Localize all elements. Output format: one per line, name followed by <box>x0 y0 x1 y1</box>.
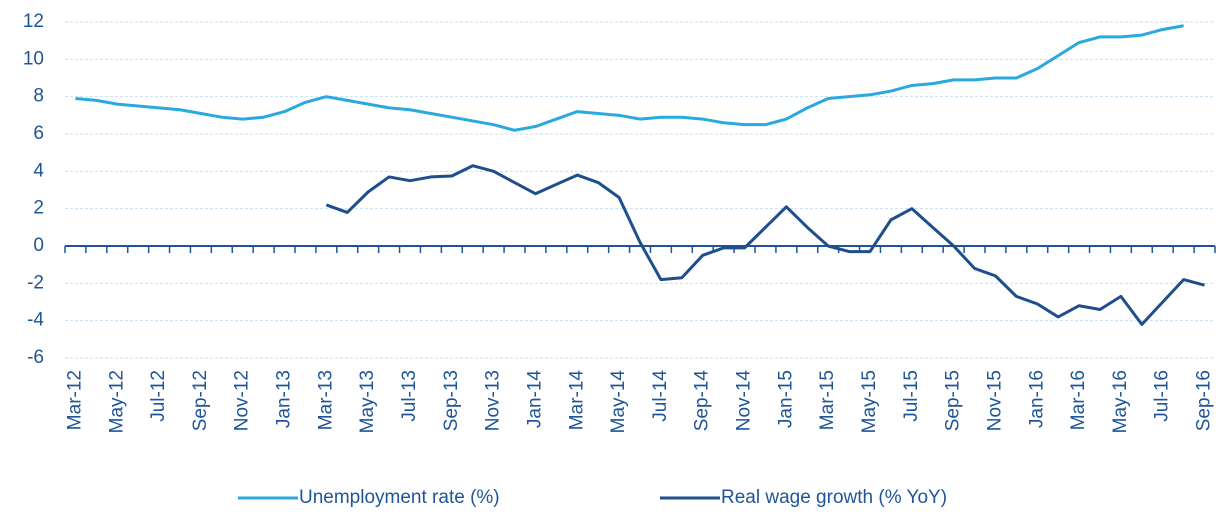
legend-label: Real wage growth (% YoY) <box>721 487 947 508</box>
x-tick-label: Jul-13 <box>399 370 420 422</box>
legend-label: Unemployment rate (%) <box>299 487 500 508</box>
x-tick-label: Jul-14 <box>650 370 671 422</box>
x-tick-label: Sep-16 <box>1194 370 1215 431</box>
y-tick-label: 6 <box>33 123 44 144</box>
x-tick-label: May-15 <box>859 370 880 433</box>
x-tick-label: Jan-14 <box>524 370 545 429</box>
x-tick-label: Jan-15 <box>775 370 796 428</box>
x-tick-label: Jan-16 <box>1026 370 1047 428</box>
x-tick-label: Mar-12 <box>64 370 85 430</box>
y-tick-label: -2 <box>27 272 44 293</box>
x-tick-label: Jul-12 <box>148 370 169 422</box>
x-tick-label: Sep-15 <box>943 370 964 431</box>
x-tick-label: May-14 <box>608 370 629 434</box>
x-tick-label: Jul-16 <box>1152 370 1173 422</box>
y-tick-label: 4 <box>33 160 44 181</box>
x-tick-label: Mar-14 <box>566 370 587 431</box>
y-tick-label: 8 <box>33 86 44 107</box>
x-tick-label: Mar-15 <box>817 370 838 430</box>
x-tick-label: May-16 <box>1110 370 1131 433</box>
x-tick-label: Sep-12 <box>190 370 211 431</box>
x-tick-label: Nov-13 <box>483 370 504 431</box>
x-tick-label: Jul-15 <box>901 370 922 422</box>
y-tick-label: 10 <box>23 48 44 69</box>
y-tick-label: 0 <box>33 235 44 256</box>
x-tick-label: Jan-13 <box>274 370 295 428</box>
x-tick-label: May-12 <box>106 370 127 433</box>
y-tick-label: -4 <box>27 310 44 331</box>
x-tick-label: Nov-14 <box>734 370 755 432</box>
x-tick-label: Mar-16 <box>1068 370 1089 430</box>
y-tick-label: -6 <box>27 347 44 368</box>
x-tick-label: Nov-12 <box>232 370 253 431</box>
x-tick-label: Sep-13 <box>441 370 462 431</box>
x-tick-label: Mar-13 <box>315 370 336 430</box>
y-tick-label: 12 <box>23 11 44 32</box>
series-line <box>75 24 1184 132</box>
series-line <box>325 164 1205 326</box>
x-tick-label: Sep-14 <box>692 370 713 432</box>
x-tick-label: May-13 <box>357 370 378 433</box>
x-tick-label: Nov-15 <box>984 370 1005 431</box>
y-tick-label: 2 <box>33 198 44 219</box>
